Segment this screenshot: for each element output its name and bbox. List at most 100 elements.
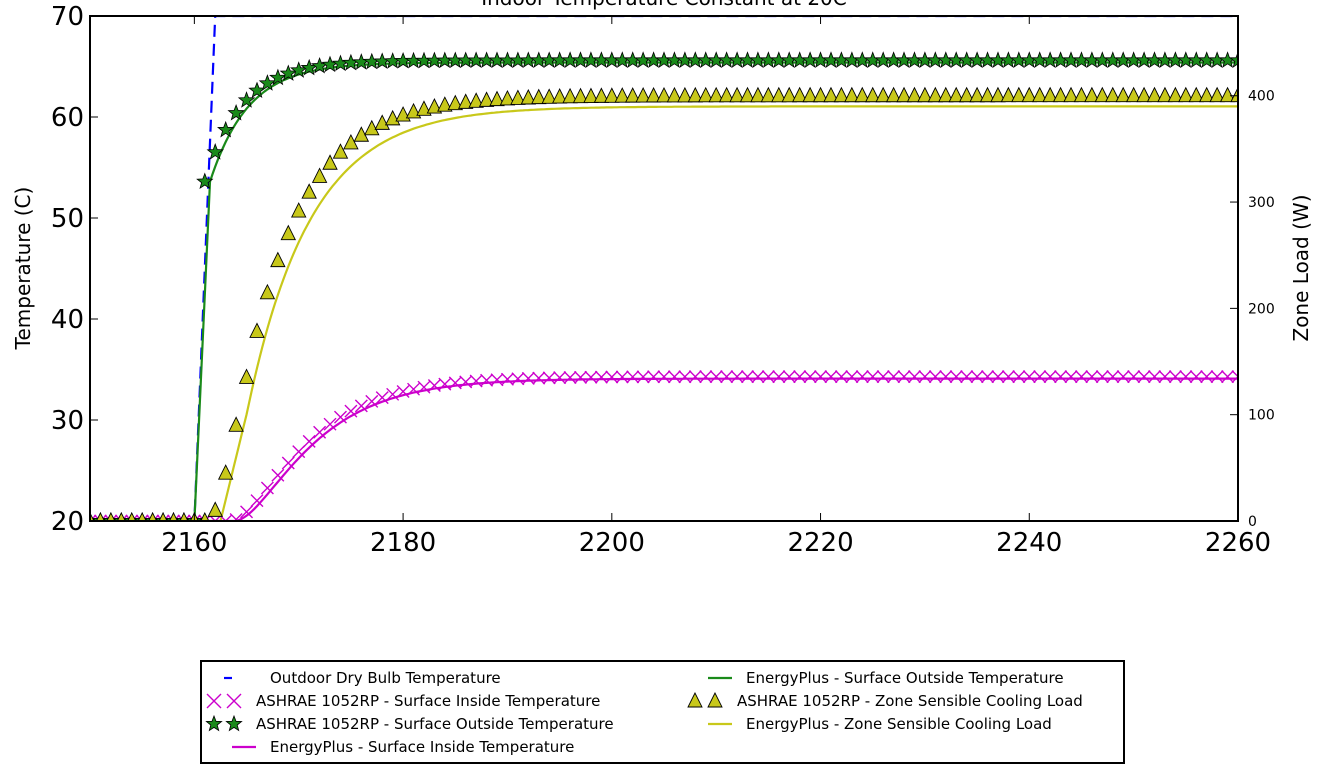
legend-label: EnergyPlus - Zone Sensible Cooling Load (746, 715, 1052, 733)
data-point (375, 391, 389, 405)
data-point (541, 88, 557, 104)
x-tick-label: 2260 (1205, 528, 1271, 558)
data-point (1105, 86, 1121, 103)
data-point (323, 417, 337, 431)
x-tick-label: 2240 (996, 528, 1062, 558)
data-point (90, 514, 97, 521)
data-point (281, 456, 295, 470)
data-point (604, 87, 620, 103)
data-point (532, 371, 546, 385)
data-point (833, 86, 850, 103)
data-point (991, 370, 1005, 384)
data-point (416, 100, 432, 116)
y2-tick-label: 100 (1248, 408, 1275, 424)
data-point (730, 370, 744, 384)
data-point (772, 370, 786, 384)
data-point (250, 494, 264, 508)
data-point (301, 183, 317, 199)
data-point (887, 370, 901, 384)
data-point (343, 133, 359, 150)
legend-label: EnergyPlus - Surface Inside Temperature (270, 738, 575, 756)
data-point (437, 96, 453, 112)
data-point (823, 86, 839, 103)
data-point (1085, 370, 1099, 384)
data-point (1168, 370, 1182, 384)
data-point (562, 87, 578, 104)
x-tick-label: 2220 (787, 528, 853, 558)
data-point (1052, 86, 1069, 103)
data-point (480, 373, 494, 387)
data-point (626, 370, 640, 384)
data-point (656, 86, 672, 103)
data-point (791, 86, 808, 103)
data-point (1178, 86, 1194, 103)
data-point (500, 372, 514, 386)
legend-swatch (206, 693, 242, 709)
data-point (365, 394, 379, 408)
data-point (699, 370, 713, 384)
data-point (687, 86, 704, 103)
data-point (219, 514, 233, 521)
data-point (718, 86, 735, 103)
series-line (90, 61, 1238, 521)
data-point (708, 86, 724, 103)
data-point (960, 370, 974, 384)
x-tick-label: 2200 (579, 528, 645, 558)
y-tick-label: 60 (51, 103, 84, 133)
data-point (260, 481, 274, 495)
data-point (1064, 370, 1078, 384)
data-point (332, 143, 349, 159)
data-point (793, 370, 807, 384)
data-point (521, 371, 535, 385)
data-point (1115, 86, 1131, 103)
y-tick-label: 50 (51, 204, 84, 234)
data-point (969, 86, 985, 103)
data-point (311, 167, 328, 183)
data-point (1229, 51, 1238, 68)
data-point (928, 370, 942, 384)
data-point (1136, 86, 1152, 103)
data-point (677, 86, 693, 103)
data-point (1137, 370, 1151, 384)
data-point (739, 86, 756, 103)
data-point (1219, 86, 1236, 103)
data-point (844, 86, 860, 103)
data-point (270, 251, 286, 268)
data-point (812, 86, 829, 103)
data-point (1000, 86, 1017, 103)
data-point (374, 114, 390, 130)
data-point (678, 370, 692, 384)
data-point (1200, 370, 1214, 384)
data-point (760, 86, 777, 103)
y2-tick-label: 400 (1248, 89, 1275, 105)
data-point (407, 382, 421, 396)
data-point (1125, 86, 1142, 103)
data-point (104, 514, 118, 521)
data-point (1157, 86, 1173, 103)
data-point (864, 86, 881, 103)
legend-swatch (687, 691, 723, 708)
data-point (939, 370, 953, 384)
data-point (417, 380, 431, 394)
data-point (290, 202, 307, 218)
y2-axis-label: Zone Load (W) (1289, 195, 1313, 342)
data-point (885, 86, 902, 103)
legend-swatch (232, 745, 256, 749)
data-point (720, 370, 734, 384)
data-point (761, 370, 775, 384)
data-point (1094, 86, 1111, 103)
data-point (751, 370, 765, 384)
y-tick-label: 20 (51, 507, 84, 537)
data-point (457, 93, 474, 109)
data-point (1198, 86, 1215, 103)
data-point (227, 103, 245, 121)
data-point (447, 94, 464, 111)
data-point (478, 91, 495, 107)
data-point (280, 224, 297, 241)
data-point (897, 370, 911, 384)
data-point (709, 370, 723, 384)
data-point (896, 86, 912, 103)
data-point (405, 102, 422, 119)
data-point (279, 64, 297, 81)
